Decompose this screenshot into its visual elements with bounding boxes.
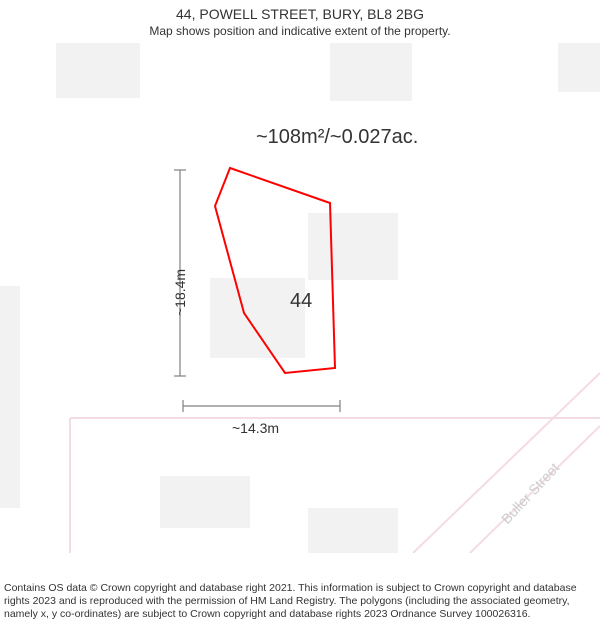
building-shape xyxy=(56,43,140,98)
building-shape xyxy=(558,43,600,92)
building-shape xyxy=(0,286,20,508)
dimension-horizontal-label: ~14.3m xyxy=(232,420,279,436)
house-number-label: 44 xyxy=(290,290,312,313)
building-shape xyxy=(308,508,398,553)
page-title: 44, POWELL STREET, BURY, BL8 2BG xyxy=(0,6,600,22)
building-shape xyxy=(308,213,398,280)
map-diagram: ~108m²/~0.027ac. 44 ~18.4m ~14.3m Buller… xyxy=(0,38,600,553)
dimension-vertical-label: ~18.4m xyxy=(172,269,188,316)
building-shape xyxy=(330,43,412,101)
building-shape xyxy=(160,476,250,528)
area-label: ~108m²/~0.027ac. xyxy=(256,126,418,149)
page-subtitle: Map shows position and indicative extent… xyxy=(0,24,600,38)
header: 44, POWELL STREET, BURY, BL8 2BG Map sho… xyxy=(0,0,600,38)
copyright-footer: Contains OS data © Crown copyright and d… xyxy=(4,582,596,621)
